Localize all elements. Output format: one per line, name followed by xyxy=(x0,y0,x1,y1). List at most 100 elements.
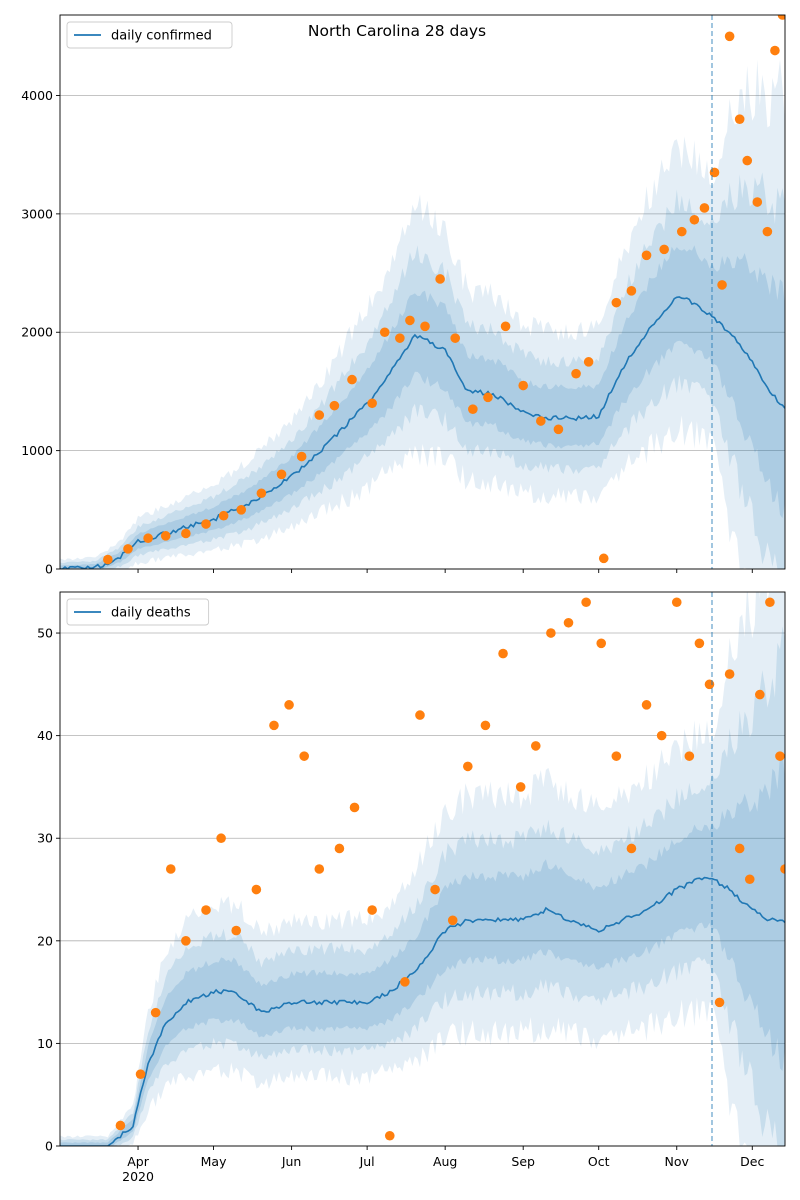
x-tick-label: Oct xyxy=(588,1154,610,1169)
observed-points xyxy=(103,15,785,565)
data-point xyxy=(181,528,191,539)
data-point xyxy=(395,333,405,343)
data-point xyxy=(581,597,591,608)
y-tick-label: 20 xyxy=(37,933,53,948)
y-tick-label: 0 xyxy=(45,1139,53,1154)
data-point xyxy=(780,864,785,874)
data-point xyxy=(536,416,546,426)
uncertainty-band xyxy=(60,59,785,569)
data-point xyxy=(530,741,541,751)
x-tick-label: Jul xyxy=(359,1154,375,1169)
data-point xyxy=(515,782,526,792)
data-point xyxy=(709,167,720,178)
y-tick-label: 4000 xyxy=(21,88,53,103)
uncertainty-band xyxy=(60,752,785,1146)
data-point xyxy=(160,531,171,541)
data-point xyxy=(752,197,763,207)
data-point xyxy=(563,617,574,628)
data-point xyxy=(447,915,458,926)
x-tick-label: May xyxy=(201,1154,227,1169)
data-point xyxy=(598,553,609,564)
y-tick-label: 2000 xyxy=(21,325,53,340)
legend-label: daily deaths xyxy=(111,606,191,621)
data-point xyxy=(150,1007,161,1018)
data-point xyxy=(181,936,191,946)
data-point xyxy=(201,905,211,915)
data-point xyxy=(694,638,705,649)
data-point xyxy=(724,669,735,679)
data-point xyxy=(256,488,267,499)
legend-box xyxy=(66,598,210,626)
data-point xyxy=(777,15,785,20)
data-point xyxy=(435,274,445,284)
data-point xyxy=(165,864,176,874)
data-point xyxy=(480,720,491,731)
chart-title: North Carolina 28 days xyxy=(308,22,486,40)
data-point xyxy=(430,884,440,895)
data-point xyxy=(656,730,667,741)
uncertainty-band xyxy=(60,245,785,569)
confirmed-chart: 0 1000 2000 3000 4000 daily confirmed xyxy=(21,14,786,577)
y-tick-label: 50 xyxy=(37,626,53,641)
data-point xyxy=(762,226,773,237)
data-point xyxy=(415,710,425,720)
data-point xyxy=(734,843,745,854)
data-point xyxy=(349,802,360,813)
data-point xyxy=(218,510,229,521)
data-point xyxy=(611,751,622,761)
data-point xyxy=(676,226,687,237)
legend-label: daily confirmed xyxy=(111,29,212,44)
legend: daily confirmed xyxy=(66,21,233,49)
data-point xyxy=(367,398,377,409)
x-tick-label: Apr xyxy=(127,1154,149,1169)
legend: daily deaths xyxy=(66,598,210,626)
x-tick-label: Aug xyxy=(433,1154,457,1169)
data-point xyxy=(770,45,780,56)
data-point xyxy=(379,327,390,338)
uncertainty-band xyxy=(60,592,785,1146)
data-point xyxy=(755,689,765,700)
y-tick-label: 3000 xyxy=(21,206,53,221)
data-point xyxy=(329,400,340,411)
data-point xyxy=(742,155,753,166)
data-point xyxy=(334,843,345,854)
y-tick-label: 1000 xyxy=(21,443,53,458)
data-point xyxy=(103,554,113,565)
data-point xyxy=(143,533,153,544)
y-tick-label: 40 xyxy=(37,728,53,743)
data-point xyxy=(135,1069,146,1079)
uncertainty-band xyxy=(60,626,785,1146)
data-point xyxy=(276,469,287,480)
observed-points xyxy=(115,597,785,1141)
data-point xyxy=(450,333,461,343)
data-point xyxy=(115,1120,126,1131)
series-line xyxy=(60,296,785,569)
data-point xyxy=(518,380,528,391)
data-point xyxy=(201,519,211,529)
y-tick-label: 10 xyxy=(37,1036,53,1051)
uncertainty-bands xyxy=(60,59,785,569)
y-tick-label: 30 xyxy=(37,831,53,846)
data-point xyxy=(659,244,669,255)
data-point xyxy=(641,700,652,710)
data-point xyxy=(347,374,357,385)
axes-frame xyxy=(59,591,786,1147)
data-point xyxy=(689,214,700,225)
axes-frame xyxy=(59,14,786,570)
uncertainty-bands xyxy=(60,592,785,1146)
data-point xyxy=(483,392,493,403)
data-point xyxy=(671,597,682,608)
data-point xyxy=(314,864,325,874)
y-tick-label: 0 xyxy=(45,562,53,577)
data-point xyxy=(498,648,508,659)
uncertainty-band xyxy=(60,172,785,569)
data-point xyxy=(583,357,594,367)
data-point xyxy=(611,297,622,308)
data-point xyxy=(596,638,607,649)
data-point xyxy=(744,874,755,885)
x-tick-label: Nov xyxy=(665,1154,690,1169)
data-point xyxy=(314,410,325,420)
x-tick-label: Sep xyxy=(511,1154,535,1169)
data-point xyxy=(123,544,133,554)
